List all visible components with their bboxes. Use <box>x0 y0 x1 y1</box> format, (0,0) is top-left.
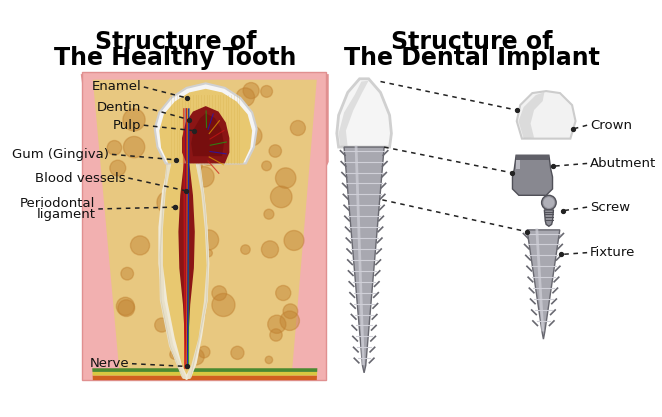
Circle shape <box>199 230 218 250</box>
Polygon shape <box>512 155 553 195</box>
Circle shape <box>205 249 213 257</box>
Circle shape <box>212 294 235 317</box>
Circle shape <box>271 186 292 208</box>
Text: The Healthy Tooth: The Healthy Tooth <box>54 46 297 70</box>
Polygon shape <box>158 163 209 380</box>
Circle shape <box>170 229 183 242</box>
Circle shape <box>243 83 259 99</box>
Text: Blood vessels: Blood vessels <box>35 171 126 184</box>
Text: Structure of: Structure of <box>391 30 552 54</box>
Text: Fixture: Fixture <box>590 246 636 259</box>
Circle shape <box>123 109 145 131</box>
Circle shape <box>242 126 262 146</box>
Text: Periodontal: Periodontal <box>21 197 95 210</box>
Polygon shape <box>160 89 252 163</box>
Polygon shape <box>93 372 317 376</box>
Polygon shape <box>92 368 317 372</box>
Text: Crown: Crown <box>590 119 632 132</box>
Circle shape <box>270 329 282 341</box>
Circle shape <box>283 304 298 319</box>
Circle shape <box>544 197 554 208</box>
Text: Structure of: Structure of <box>95 30 256 54</box>
Circle shape <box>179 241 197 259</box>
Text: Pulp: Pulp <box>113 119 141 132</box>
Text: ligament: ligament <box>36 208 95 221</box>
Polygon shape <box>191 113 224 156</box>
Circle shape <box>275 168 296 188</box>
Polygon shape <box>337 79 391 147</box>
Polygon shape <box>165 131 247 163</box>
Circle shape <box>155 318 169 332</box>
Text: Screw: Screw <box>590 201 630 214</box>
Polygon shape <box>155 83 257 163</box>
Polygon shape <box>179 163 195 371</box>
Circle shape <box>107 141 122 155</box>
Circle shape <box>267 315 286 333</box>
Text: Nerve: Nerve <box>89 357 129 370</box>
Circle shape <box>261 161 271 171</box>
Polygon shape <box>82 73 326 380</box>
Circle shape <box>118 300 134 317</box>
Circle shape <box>123 136 145 158</box>
Circle shape <box>166 176 179 190</box>
Circle shape <box>173 348 185 360</box>
Polygon shape <box>517 91 575 138</box>
Circle shape <box>183 139 203 159</box>
Circle shape <box>264 209 274 219</box>
Circle shape <box>542 195 556 210</box>
Circle shape <box>212 286 226 301</box>
Polygon shape <box>527 230 560 339</box>
Circle shape <box>110 160 126 176</box>
Circle shape <box>291 121 305 136</box>
Circle shape <box>236 88 255 106</box>
Circle shape <box>215 123 238 145</box>
Circle shape <box>200 147 218 166</box>
Circle shape <box>170 349 179 359</box>
Circle shape <box>209 106 219 115</box>
Polygon shape <box>344 147 384 373</box>
Circle shape <box>188 158 203 172</box>
Circle shape <box>130 236 150 255</box>
Text: Enamel: Enamel <box>91 80 141 93</box>
Polygon shape <box>163 163 207 374</box>
Text: Dentin: Dentin <box>97 100 141 113</box>
Circle shape <box>280 311 299 330</box>
Polygon shape <box>93 376 317 380</box>
Circle shape <box>265 356 273 364</box>
Polygon shape <box>516 155 549 160</box>
Polygon shape <box>93 80 317 380</box>
Circle shape <box>275 286 291 301</box>
Polygon shape <box>339 80 369 147</box>
Polygon shape <box>544 210 553 226</box>
Circle shape <box>231 346 244 359</box>
Circle shape <box>157 191 179 214</box>
Circle shape <box>220 93 230 104</box>
Circle shape <box>188 349 204 365</box>
Circle shape <box>189 151 204 166</box>
Circle shape <box>199 346 210 358</box>
Circle shape <box>121 267 134 280</box>
Circle shape <box>261 85 273 97</box>
Text: The Dental Implant: The Dental Implant <box>344 46 600 70</box>
Polygon shape <box>518 92 544 138</box>
Circle shape <box>241 245 250 254</box>
Circle shape <box>194 166 214 187</box>
Text: Gum (Gingiva): Gum (Gingiva) <box>13 148 109 161</box>
Circle shape <box>261 241 279 258</box>
Circle shape <box>284 231 304 251</box>
Text: Abutment: Abutment <box>590 157 656 170</box>
Circle shape <box>117 297 134 315</box>
Polygon shape <box>516 155 520 169</box>
Circle shape <box>269 145 281 157</box>
Circle shape <box>189 306 205 322</box>
Polygon shape <box>82 75 328 203</box>
Polygon shape <box>182 106 230 163</box>
